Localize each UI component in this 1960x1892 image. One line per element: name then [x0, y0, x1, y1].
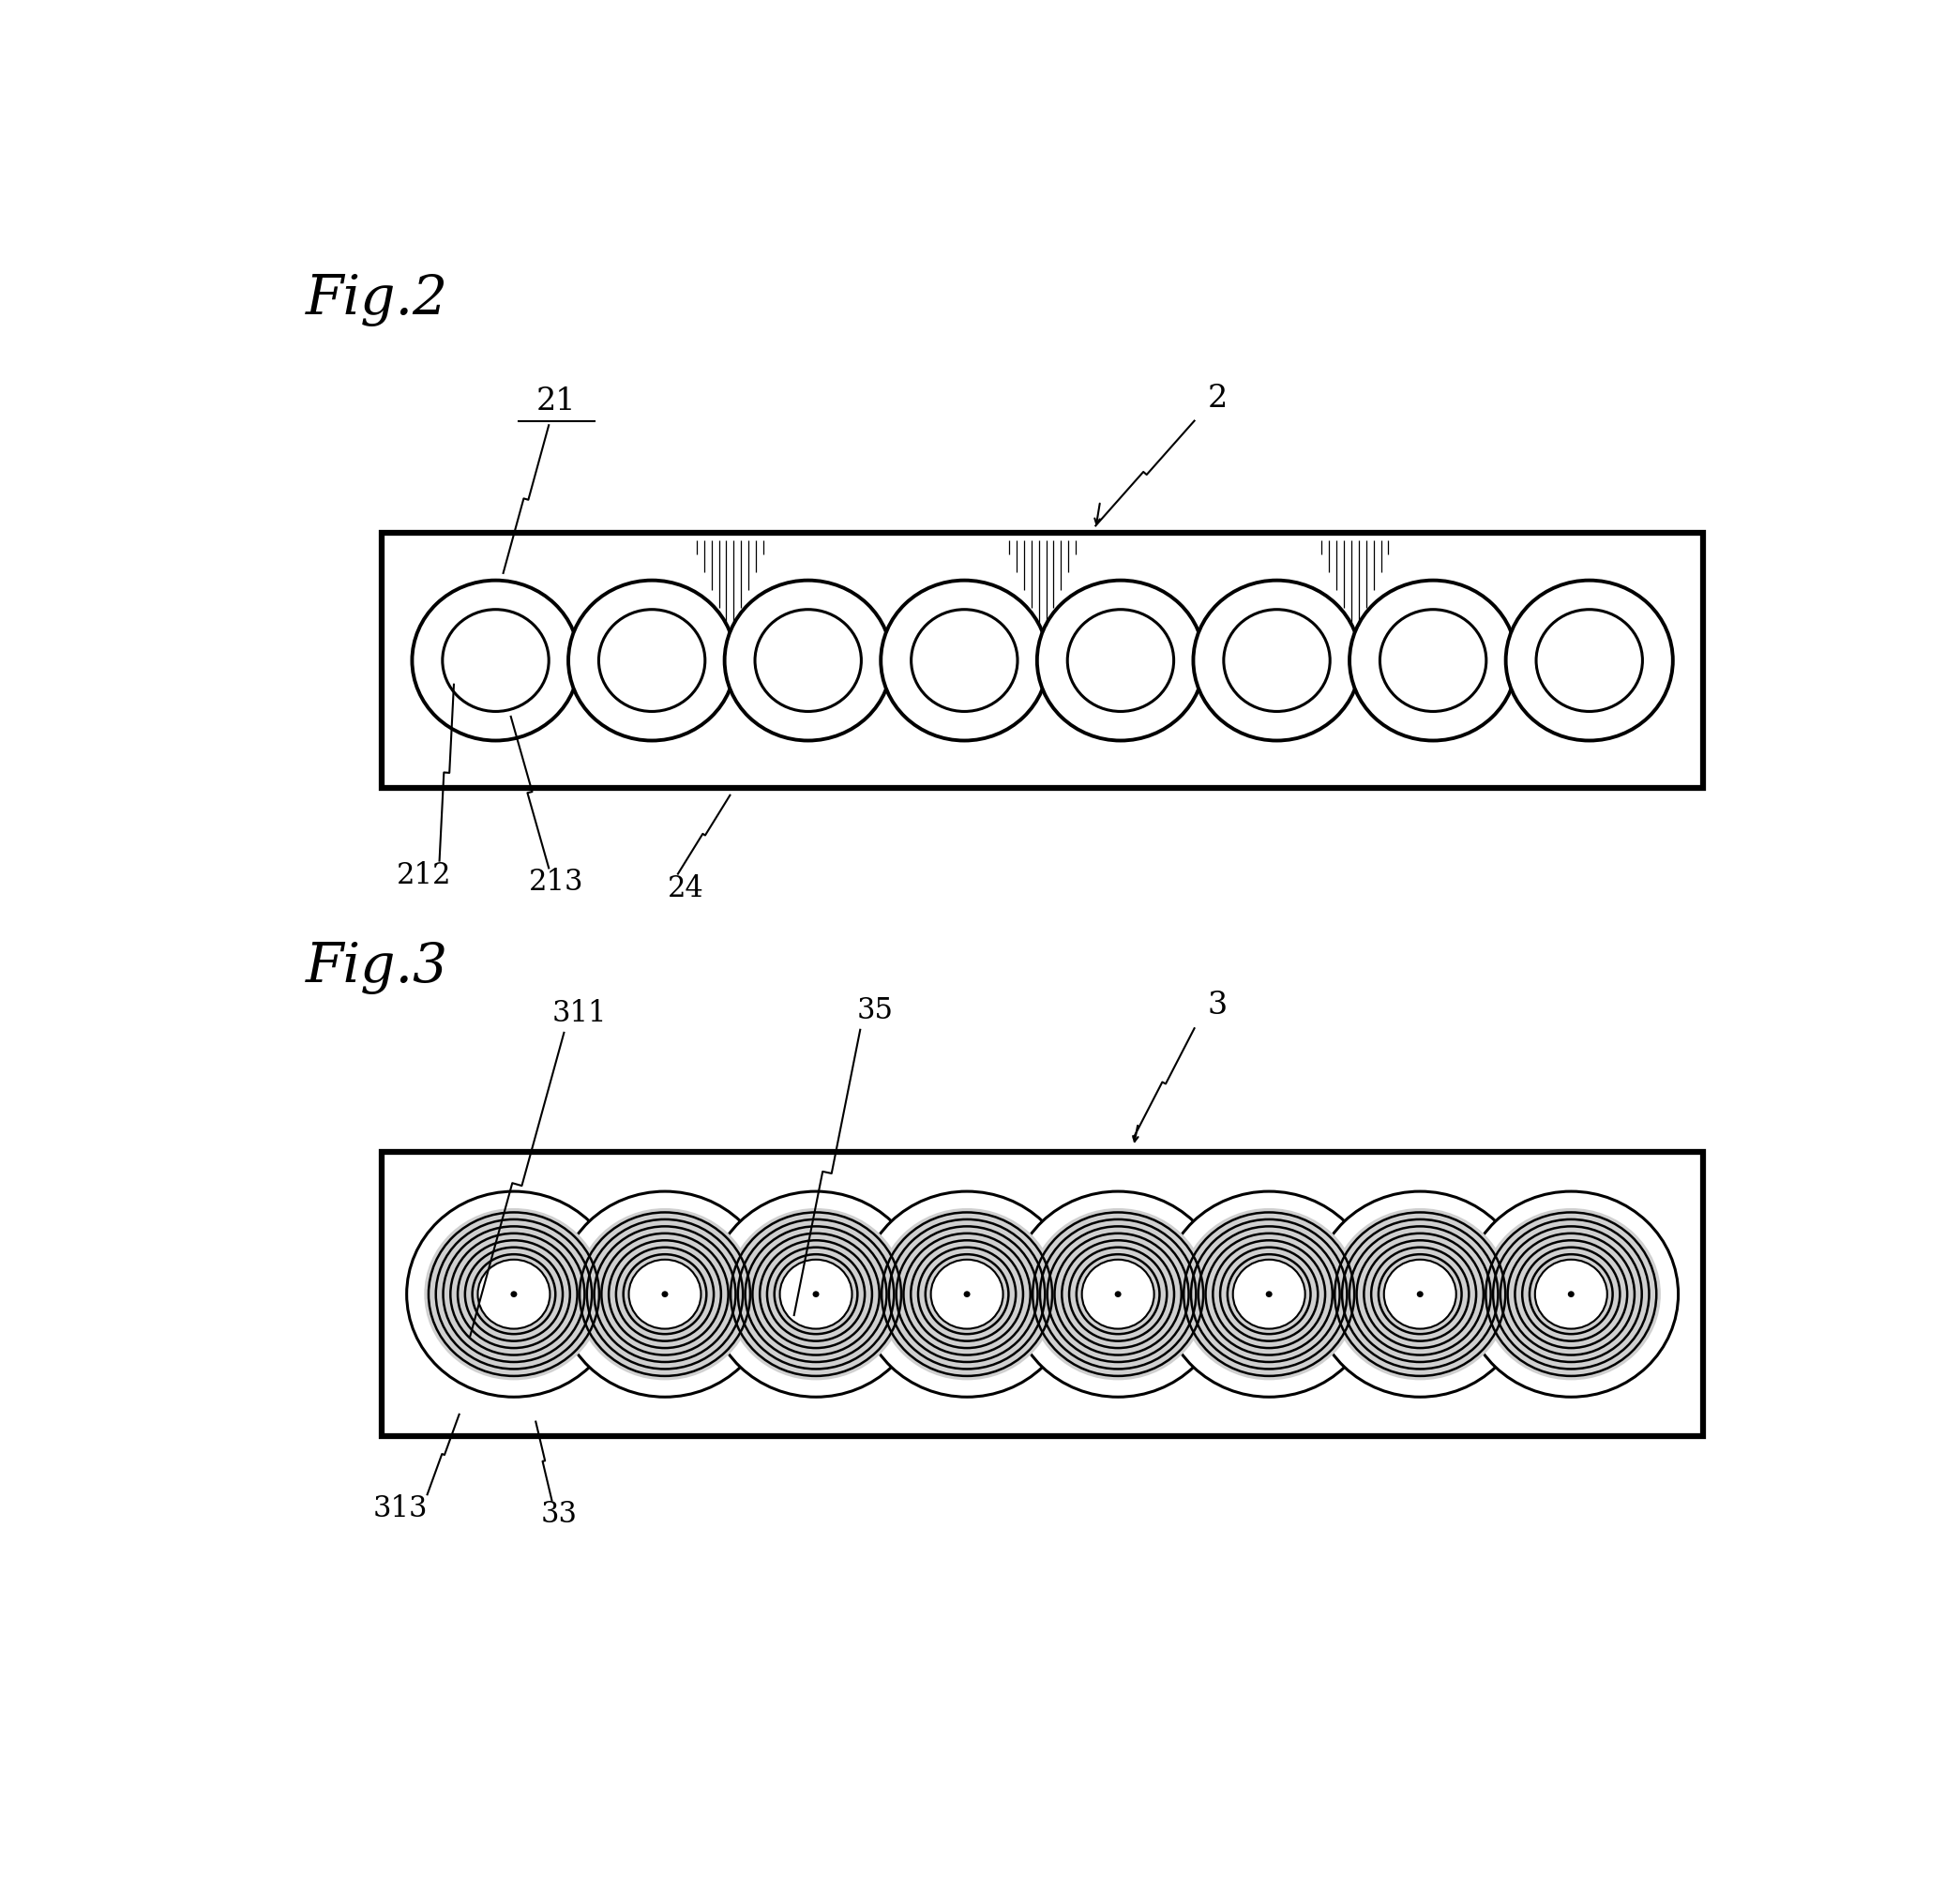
Circle shape	[1011, 1192, 1225, 1396]
Circle shape	[1384, 1260, 1456, 1328]
Circle shape	[1464, 1192, 1678, 1396]
Circle shape	[964, 1290, 970, 1298]
Text: 3: 3	[1207, 991, 1227, 1022]
Circle shape	[412, 581, 580, 740]
Bar	[382, 1152, 1703, 1436]
Circle shape	[1082, 1260, 1154, 1328]
Circle shape	[1331, 1209, 1509, 1379]
Circle shape	[880, 581, 1049, 740]
Circle shape	[559, 1192, 772, 1396]
Circle shape	[1194, 581, 1360, 740]
Text: 33: 33	[541, 1500, 578, 1529]
Circle shape	[1266, 1290, 1272, 1298]
Text: 24: 24	[666, 874, 704, 902]
Circle shape	[1417, 1290, 1423, 1298]
Circle shape	[1535, 1260, 1607, 1328]
Circle shape	[710, 1192, 923, 1396]
Text: 212: 212	[396, 861, 451, 889]
Text: 35: 35	[857, 997, 894, 1025]
Circle shape	[1115, 1290, 1121, 1298]
Circle shape	[1380, 609, 1486, 711]
Circle shape	[478, 1260, 551, 1328]
Circle shape	[1313, 1192, 1527, 1396]
Circle shape	[725, 581, 892, 740]
Circle shape	[423, 1209, 604, 1379]
Text: 213: 213	[529, 868, 584, 897]
Circle shape	[911, 609, 1017, 711]
Circle shape	[1568, 1290, 1574, 1298]
Circle shape	[443, 609, 549, 711]
Circle shape	[755, 609, 860, 711]
Text: 2: 2	[1207, 384, 1227, 414]
Circle shape	[1162, 1192, 1376, 1396]
Circle shape	[1068, 609, 1174, 711]
Text: 313: 313	[372, 1495, 427, 1523]
Circle shape	[1537, 609, 1642, 711]
Circle shape	[1223, 609, 1331, 711]
Circle shape	[1350, 581, 1517, 740]
Circle shape	[629, 1260, 702, 1328]
Circle shape	[1505, 581, 1672, 740]
Circle shape	[931, 1260, 1004, 1328]
Circle shape	[1029, 1209, 1207, 1379]
Circle shape	[512, 1290, 517, 1298]
Text: Fig.3: Fig.3	[306, 940, 449, 993]
Text: Fig.2: Fig.2	[306, 274, 449, 327]
Bar	[382, 534, 1703, 787]
Circle shape	[878, 1209, 1056, 1379]
Circle shape	[1037, 581, 1203, 740]
Circle shape	[813, 1290, 819, 1298]
Circle shape	[574, 1209, 755, 1379]
Text: 21: 21	[537, 386, 576, 416]
Circle shape	[727, 1209, 906, 1379]
Circle shape	[568, 581, 735, 740]
Circle shape	[406, 1192, 621, 1396]
Text: 311: 311	[553, 999, 606, 1029]
Circle shape	[860, 1192, 1074, 1396]
Circle shape	[662, 1290, 668, 1298]
Circle shape	[598, 609, 706, 711]
Circle shape	[780, 1260, 853, 1328]
Circle shape	[1180, 1209, 1358, 1379]
Circle shape	[1482, 1209, 1660, 1379]
Circle shape	[1233, 1260, 1305, 1328]
